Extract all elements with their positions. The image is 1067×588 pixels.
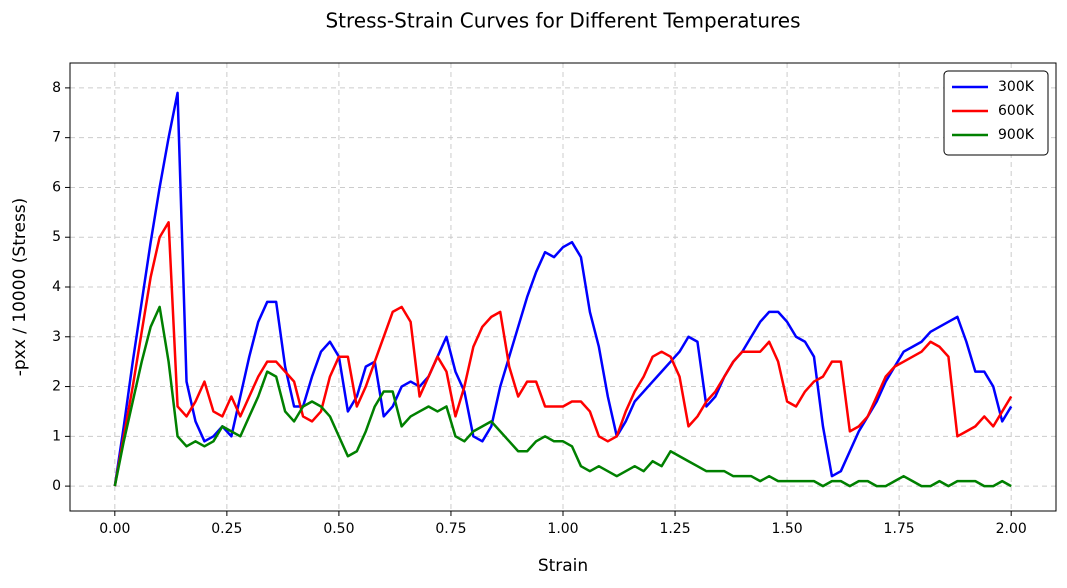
y-tick-label: 4 bbox=[52, 279, 61, 295]
x-axis-label: Strain bbox=[538, 556, 588, 576]
y-tick-label: 1 bbox=[52, 428, 61, 444]
y-tick-label: 2 bbox=[52, 379, 61, 395]
legend: 300K 600K 900K bbox=[943, 70, 1049, 156]
y-tick-label: 0 bbox=[52, 478, 61, 494]
y-axis-label: -pxx / 10000 (Stress) bbox=[10, 198, 30, 377]
x-tick-label: 1.25 bbox=[659, 521, 690, 537]
x-tick-label: 1.00 bbox=[547, 521, 578, 537]
x-tick-label: 0.75 bbox=[435, 521, 466, 537]
legend-label: 900K bbox=[998, 127, 1035, 143]
x-tick-label: 0.50 bbox=[323, 521, 354, 537]
series-line bbox=[113, 221, 1013, 487]
legend-label: 600K bbox=[998, 103, 1035, 119]
chart-title: Stress-Strain Curves for Different Tempe… bbox=[325, 9, 800, 33]
x-tick-label: 0.00 bbox=[99, 521, 130, 537]
y-tick-label: 6 bbox=[52, 179, 61, 195]
plot-frame bbox=[69, 62, 1057, 512]
y-tick-label: 8 bbox=[52, 80, 61, 96]
y-tick-label: 5 bbox=[52, 229, 61, 245]
series-line bbox=[113, 305, 1012, 488]
series-line bbox=[113, 91, 1013, 487]
x-tick-label: 2.00 bbox=[996, 521, 1027, 537]
x-tick-label: 1.50 bbox=[772, 521, 803, 537]
legend-label: 300K bbox=[998, 79, 1035, 95]
y-tick-label: 3 bbox=[52, 329, 61, 345]
x-tick-label: 1.75 bbox=[884, 521, 915, 537]
x-tick-label: 0.25 bbox=[211, 521, 242, 537]
y-tick-label: 7 bbox=[52, 130, 61, 146]
